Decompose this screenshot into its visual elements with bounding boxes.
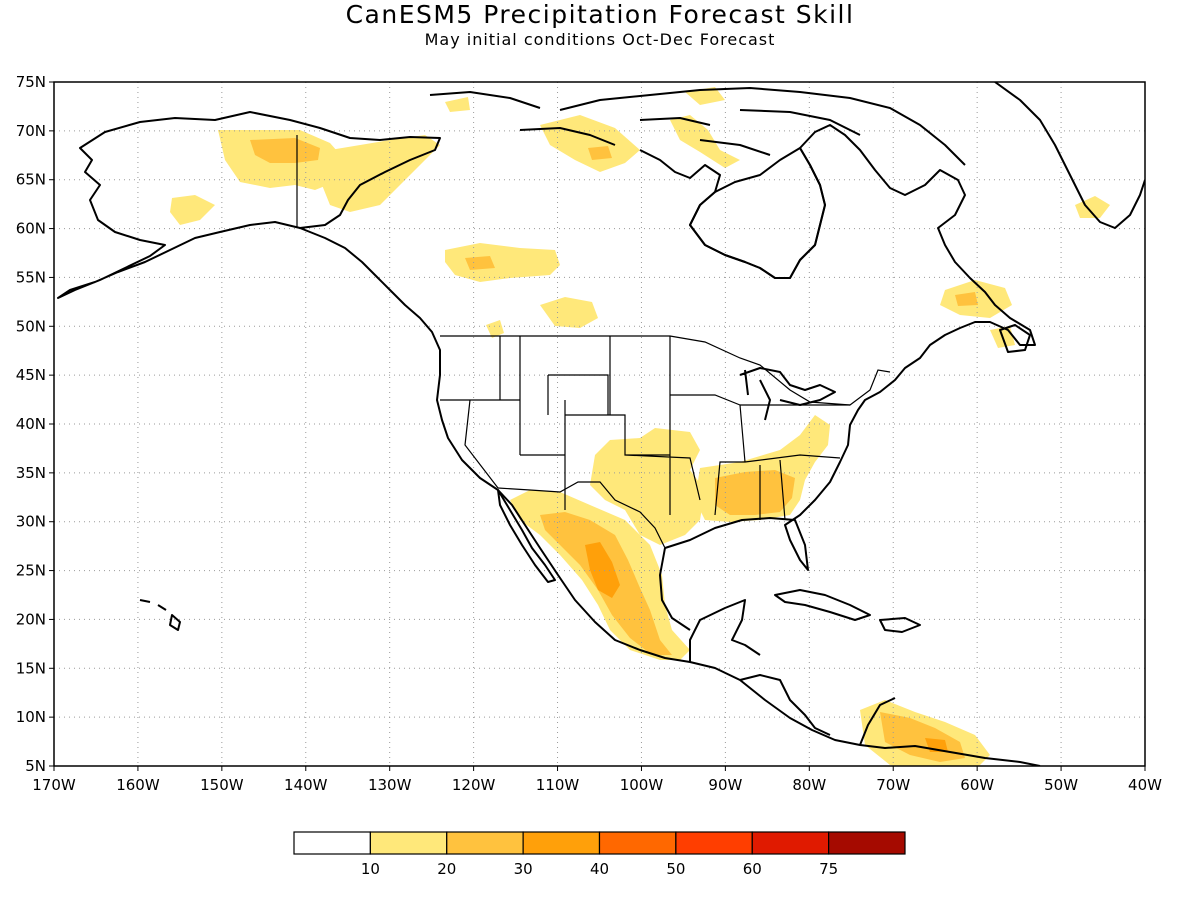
coast-pacific-northwest xyxy=(299,227,1041,766)
border-us-canada xyxy=(440,335,891,406)
coast-hawaii xyxy=(139,599,181,631)
skill-shading xyxy=(170,87,1110,766)
longitude-labels: 170W 160W 150W 140W 130W 120W 110W 100W 90W 80W 70… xyxy=(32,766,1162,794)
colorbar-swatch xyxy=(675,831,753,855)
lat-tick-label: 20N xyxy=(16,610,46,628)
coast-greenland xyxy=(994,82,1145,229)
lat-tick-label: 50N xyxy=(16,317,46,335)
lat-tick-label: 15N xyxy=(16,659,46,677)
lon-tick-label: 100W xyxy=(620,776,664,794)
lon-tick-label: 170W xyxy=(32,776,76,794)
coast-great-lakes xyxy=(739,367,836,421)
skill-region-central-canada xyxy=(445,243,560,282)
colorbar-label: 30 xyxy=(514,860,533,878)
lat-tick-label: 30N xyxy=(16,513,46,531)
map-subtitle: May initial conditions Oct-Dec Forecast xyxy=(424,30,776,49)
colorbar: 10 20 30 40 50 60 75 xyxy=(293,831,906,878)
coast-central-america xyxy=(739,674,896,746)
lat-tick-label: 75N xyxy=(16,73,46,91)
lat-tick-label: 60N xyxy=(16,220,46,238)
colorbar-label: 60 xyxy=(743,860,762,878)
lat-tick-label: 25N xyxy=(16,562,46,580)
colorbar-label: 20 xyxy=(437,860,456,878)
skill-region-sierra-madre xyxy=(585,542,620,598)
lat-tick-label: 40N xyxy=(16,415,46,433)
coast-baja xyxy=(497,489,556,583)
skill-region-southeast-us-core xyxy=(715,470,795,515)
political-borders xyxy=(296,135,891,549)
lon-tick-label: 50W xyxy=(1044,776,1078,794)
colorbar-swatch xyxy=(446,831,524,855)
lat-tick-label: 55N xyxy=(16,268,46,286)
lon-tick-label: 90W xyxy=(708,776,742,794)
skill-region-alaska-southwest xyxy=(170,195,215,225)
skill-region-central-canada-core xyxy=(465,256,495,270)
gridlines xyxy=(54,82,1145,766)
map-title: CanESM5 Precipitation Forecast Skill xyxy=(345,0,855,29)
skill-region-arctic-a xyxy=(540,115,640,172)
coast-cuba xyxy=(774,589,871,621)
colorbar-swatch xyxy=(522,831,601,855)
lat-tick-label: 35N xyxy=(16,464,46,482)
colorbar-swatch xyxy=(598,831,677,855)
coast-alaska xyxy=(57,111,441,299)
skill-region-alaska-north-slope-core xyxy=(250,138,320,163)
lon-tick-label: 80W xyxy=(792,776,826,794)
lat-tick-label: 45N xyxy=(16,366,46,384)
border-us-mexico xyxy=(497,481,666,549)
lon-tick-label: 60W xyxy=(960,776,994,794)
colorbar-swatch xyxy=(828,831,906,855)
lon-tick-label: 140W xyxy=(284,776,328,794)
colorbar-label: 40 xyxy=(590,860,609,878)
lon-tick-label: 150W xyxy=(200,776,244,794)
coast-arctic-islands xyxy=(429,87,966,166)
coastlines xyxy=(57,82,1145,766)
lon-tick-label: 110W xyxy=(536,776,580,794)
lat-tick-label: 65N xyxy=(16,171,46,189)
coast-hudson-bay xyxy=(689,147,826,279)
lat-tick-label: 70N xyxy=(16,122,46,140)
lon-tick-label: 70W xyxy=(876,776,910,794)
coast-newfoundland xyxy=(999,324,1031,353)
lon-tick-label: 40W xyxy=(1128,776,1162,794)
skill-region-arctic-core xyxy=(588,146,612,160)
border-state-lines xyxy=(440,336,850,521)
lat-tick-label: 10N xyxy=(16,708,46,726)
colorbar-swatch xyxy=(369,831,448,855)
lon-tick-label: 160W xyxy=(116,776,160,794)
lon-tick-label: 130W xyxy=(368,776,412,794)
colorbar-label: 75 xyxy=(819,860,838,878)
coast-hispaniola xyxy=(879,617,921,633)
colorbar-swatch xyxy=(751,831,830,855)
skill-region-saskatchewan xyxy=(540,297,598,328)
latitude-labels: 5N 10N 15N 20N 25N 30N 35N 40N 45N 50N 55N 60N 65N 70… xyxy=(16,73,54,775)
lat-tick-label: 5N xyxy=(25,757,46,775)
lon-tick-label: 120W xyxy=(452,776,496,794)
colorbar-swatch xyxy=(293,831,371,855)
skill-region-labrador-core xyxy=(955,292,978,306)
colorbar-label: 10 xyxy=(361,860,380,878)
skill-region-arctic-d xyxy=(445,97,470,112)
colorbar-label: 50 xyxy=(666,860,685,878)
skill-region-montana-north xyxy=(486,320,504,338)
